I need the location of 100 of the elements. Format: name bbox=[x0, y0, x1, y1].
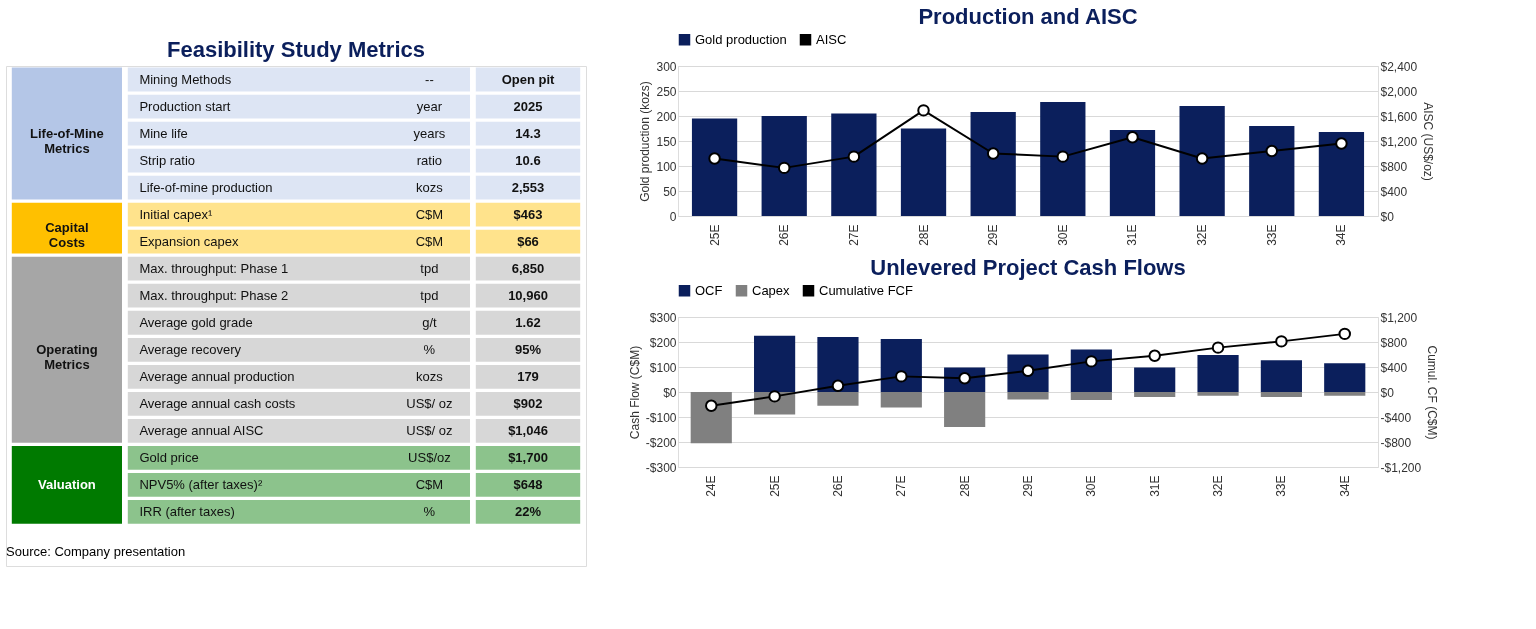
text: 179 bbox=[517, 368, 539, 384]
bar bbox=[1318, 132, 1365, 216]
bar bbox=[1040, 102, 1086, 216]
y2-tick-label: $400 bbox=[1380, 184, 1408, 199]
point bbox=[1338, 327, 1351, 341]
text: Average gold grade bbox=[139, 314, 253, 330]
bar bbox=[1197, 355, 1239, 392]
text: 10.6 bbox=[515, 152, 541, 168]
y-tick-label: 300 bbox=[656, 59, 677, 74]
y2-tick-label: $800 bbox=[1380, 159, 1408, 174]
y2-tick-label: $0 bbox=[1380, 209, 1395, 224]
text: Valuation bbox=[38, 476, 96, 492]
bar bbox=[1324, 363, 1366, 392]
text: Mine life bbox=[139, 125, 188, 141]
text: Average recovery bbox=[139, 341, 242, 357]
text: $1,046 bbox=[508, 422, 548, 438]
text: 14.3 bbox=[515, 125, 541, 141]
y-axis-title: Cash Flow (C$M) bbox=[627, 345, 642, 440]
text: Max. throughput: Phase 1 bbox=[139, 260, 289, 276]
chart-title: Unlevered Project Cash Flows bbox=[870, 255, 1186, 280]
text: years bbox=[413, 125, 446, 141]
point bbox=[768, 390, 781, 403]
bar bbox=[1197, 392, 1239, 396]
y2-tick-label: $2,000 bbox=[1380, 84, 1418, 99]
bar bbox=[817, 392, 859, 406]
point bbox=[1275, 335, 1288, 348]
bar bbox=[970, 112, 1016, 216]
y-tick-label: -$200 bbox=[645, 435, 677, 450]
y-tick-label: -$100 bbox=[645, 410, 677, 425]
text: tpd bbox=[420, 260, 439, 276]
legend-label: Cumulative FCF bbox=[819, 282, 913, 298]
text: Average annual cash costs bbox=[139, 395, 296, 411]
x-tick-label: 33E bbox=[1274, 475, 1289, 497]
x-tick-label: 32E bbox=[1211, 475, 1226, 497]
bar bbox=[817, 337, 859, 392]
text: % bbox=[423, 341, 436, 357]
y-tick-label: $200 bbox=[649, 335, 677, 350]
point bbox=[708, 152, 721, 165]
y2-tick-label: -$1,200 bbox=[1380, 460, 1422, 475]
point bbox=[1265, 144, 1279, 158]
x-tick-label: 30E bbox=[1084, 475, 1099, 497]
text: Average annual AISC bbox=[139, 422, 264, 438]
point bbox=[847, 150, 861, 163]
chart-title: Production and AISC bbox=[918, 4, 1138, 29]
y-tick-label: $300 bbox=[649, 310, 677, 325]
bar bbox=[1179, 106, 1225, 216]
bar bbox=[690, 392, 732, 444]
bar bbox=[1007, 392, 1049, 400]
point bbox=[1126, 131, 1139, 144]
y2-tick-label: $400 bbox=[1380, 360, 1408, 375]
text: year bbox=[416, 98, 443, 114]
text: 2,553 bbox=[511, 179, 545, 195]
text: C$M bbox=[415, 206, 444, 222]
y2-tick-label: $800 bbox=[1380, 335, 1408, 350]
point bbox=[1195, 152, 1209, 165]
text: US$/ oz bbox=[406, 422, 453, 438]
legend-label: OCF bbox=[695, 282, 723, 298]
text: $463 bbox=[513, 206, 543, 222]
text: g/t bbox=[422, 314, 437, 330]
point bbox=[1056, 150, 1070, 163]
text: $648 bbox=[513, 476, 543, 492]
text: $66 bbox=[517, 233, 539, 249]
point bbox=[1211, 341, 1225, 354]
y2-tick-label: -$800 bbox=[1380, 435, 1412, 450]
text: Production start bbox=[139, 98, 231, 114]
point bbox=[917, 104, 930, 117]
bar bbox=[831, 113, 877, 216]
text: Life-of-mine production bbox=[139, 179, 273, 195]
y-tick-label: $0 bbox=[663, 385, 677, 400]
y-tick-label: 50 bbox=[663, 184, 677, 199]
y2-tick-label: $1,200 bbox=[1380, 310, 1418, 325]
text: US$/ oz bbox=[406, 395, 453, 411]
text: Life-of-Mine Metrics bbox=[30, 125, 104, 156]
point bbox=[705, 399, 718, 412]
x-tick-label: 34E bbox=[1334, 224, 1349, 246]
bar bbox=[880, 392, 922, 408]
x-tick-label: 29E bbox=[1021, 475, 1035, 497]
text: Expansion capex bbox=[139, 233, 239, 249]
text: C$M bbox=[415, 476, 444, 492]
bar bbox=[1324, 392, 1366, 396]
text: 1.62 bbox=[515, 314, 541, 330]
x-tick-label: 27E bbox=[846, 224, 861, 246]
y2-axis-title: AISC (US$/oz) bbox=[1421, 102, 1436, 181]
text: Open pit bbox=[501, 71, 555, 87]
x-tick-label: 27E bbox=[894, 475, 909, 497]
text: 6,850 bbox=[511, 260, 545, 276]
bar bbox=[1260, 360, 1302, 392]
x-tick-label: 26E bbox=[830, 475, 845, 497]
y2-tick-label: $0 bbox=[1380, 385, 1395, 400]
text: NPV5% (after taxes)² bbox=[139, 476, 263, 492]
text: 2025 bbox=[513, 98, 543, 114]
y-tick-label: 200 bbox=[656, 109, 677, 124]
x-tick-label: 29E bbox=[986, 224, 1001, 246]
text: Max. throughput: Phase 2 bbox=[139, 287, 289, 303]
text: kozs bbox=[416, 368, 443, 384]
y2-tick-label: $1,200 bbox=[1380, 134, 1418, 149]
y-axis-title: Gold production (kozs) bbox=[638, 81, 653, 202]
x-tick-label: 26E bbox=[777, 224, 792, 246]
point bbox=[831, 379, 845, 392]
bar bbox=[754, 335, 796, 392]
